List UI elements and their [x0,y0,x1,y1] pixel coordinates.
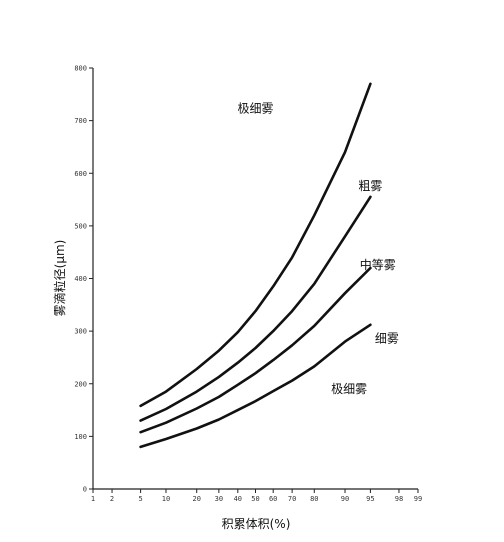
x-tick-label: 1 [91,495,95,503]
annotation-4: 细雾 [375,332,399,346]
x-tick-label: 90 [341,495,349,503]
y-axis-title: 雾滴粒径(μm) [52,240,67,317]
x-tick-label: 70 [288,495,296,503]
x-tick-label: 20 [192,495,200,503]
x-axis-title: 积累体积(%) [222,517,291,531]
x-tick-label: 10 [162,495,170,503]
y-tick-label: 200 [74,380,87,388]
x-tick-label: 99 [414,495,422,503]
series-line-3 [139,266,372,434]
x-tick-label: 95 [366,495,374,503]
y-tick-label: 0 [83,486,87,494]
series-line-1 [139,82,372,408]
annotation-2: 粗雾 [358,179,382,193]
annotation-5: 极细雾 [331,382,367,396]
y-tick-label: 400 [74,275,87,283]
y-ticks: 0 100 200 300 400 500 600 700 800 [74,65,93,494]
y-tick-label: 500 [74,222,87,230]
x-tick-label: 40 [234,495,242,503]
x-tick-label: 50 [251,495,259,503]
y-tick-label: 600 [74,170,87,178]
y-tick-label: 100 [74,433,87,441]
x-ticks: 1 2 5 10 20 30 40 50 60 70 80 90 95 98 99 [91,489,422,503]
x-tick-label: 2 [110,495,114,503]
series-line-4 [139,323,372,449]
series-layer [139,82,372,449]
x-tick-label: 98 [395,495,403,503]
series-line-2 [139,195,372,422]
y-tick-label: 700 [74,117,87,125]
y-tick-label: 300 [74,328,87,336]
x-tick-label: 80 [310,495,318,503]
annotation-3: 中等雾 [360,257,396,272]
axes [92,68,418,490]
x-tick-label: 60 [269,495,277,503]
x-tick-label: 30 [215,495,223,503]
x-tick-label: 5 [138,495,142,503]
annotation-1: 极细雾 [237,102,273,116]
y-tick-label: 800 [74,65,87,73]
